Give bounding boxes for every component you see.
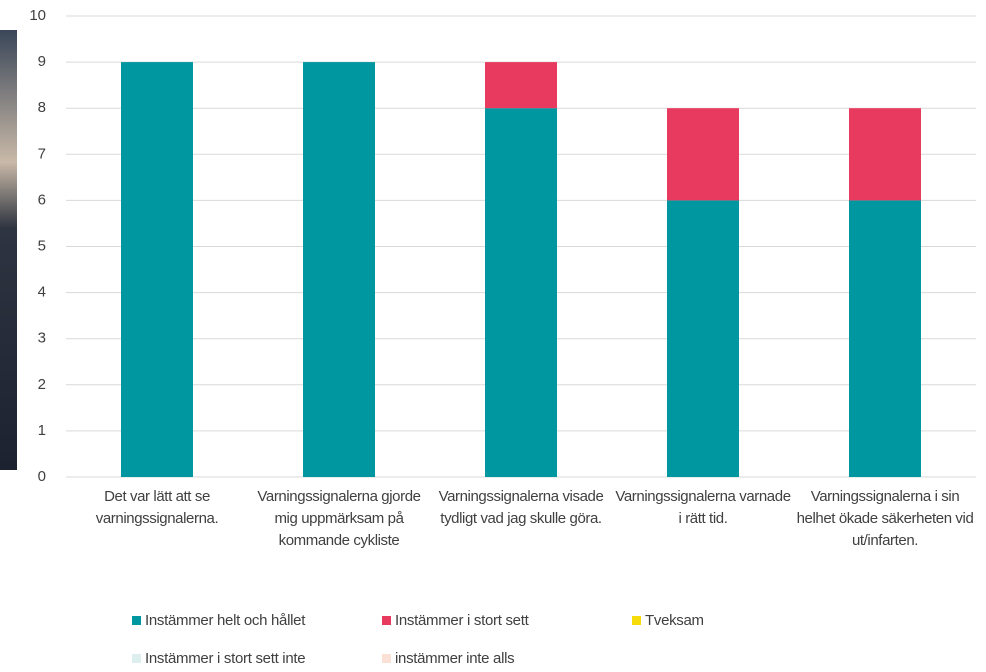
legend-label: Instämmer i stort sett inte: [145, 650, 305, 667]
bar-segment: [849, 108, 921, 200]
bar-segment: [485, 108, 557, 477]
y-tick-label: 6: [38, 191, 46, 208]
bar-segment: [849, 200, 921, 477]
legend-swatch: [632, 616, 641, 625]
legend-swatch: [382, 616, 391, 625]
y-tick-label: 10: [29, 7, 46, 24]
legend-swatch: [132, 616, 141, 625]
y-tick-label: 9: [38, 53, 46, 70]
y-tick-label: 3: [38, 330, 46, 347]
x-tick-label: Varningssignalerna visade tydligt vad ja…: [432, 486, 610, 530]
x-tick-label: Varningssignalerna varnade i rätt tid.: [614, 486, 792, 530]
legend-entry: Tveksam: [632, 612, 704, 629]
y-tick-label: 7: [38, 145, 46, 162]
legend-label: instämmer inte alls: [395, 650, 514, 667]
photo-edge: [0, 30, 17, 470]
y-tick-label: 0: [38, 468, 46, 485]
legend-label: Tveksam: [645, 612, 704, 629]
chart: 0 1 2 3 4 5 6 7 8 9 10: [0, 0, 986, 672]
y-tick-label: 5: [38, 237, 46, 254]
legend-entry: instämmer inte alls: [382, 650, 514, 667]
legend-swatch: [382, 654, 391, 663]
bar-segment: [667, 108, 739, 200]
page: 012345678910 (() => { const data = JSON.…: [0, 0, 986, 672]
legend-label: Instämmer i stort sett: [395, 612, 528, 629]
legend-entry: Instämmer i stort sett: [382, 612, 528, 629]
legend-entry: Instämmer i stort sett inte: [132, 650, 305, 667]
bar-segment: [667, 200, 739, 477]
x-tick-label: Varningssignalerna gjorde mig uppmärksam…: [250, 486, 428, 552]
bar-segment: [303, 62, 375, 477]
legend-swatch: [132, 654, 141, 663]
y-tick-label: 1: [38, 422, 46, 439]
legend-entry: Instämmer helt och hållet: [132, 612, 305, 629]
y-tick-label: 8: [38, 99, 46, 116]
bar-segment: [121, 62, 193, 477]
y-tick-label: 4: [38, 284, 46, 301]
legend-label: Instämmer helt och hållet: [145, 612, 305, 629]
bar-segment: [485, 62, 557, 108]
x-tick-label: Det var lätt att se varningssignalerna.: [68, 486, 246, 530]
y-tick-label: 2: [38, 376, 46, 393]
x-tick-label: Varningssignalerna i sin helhet ökade sä…: [796, 486, 974, 552]
